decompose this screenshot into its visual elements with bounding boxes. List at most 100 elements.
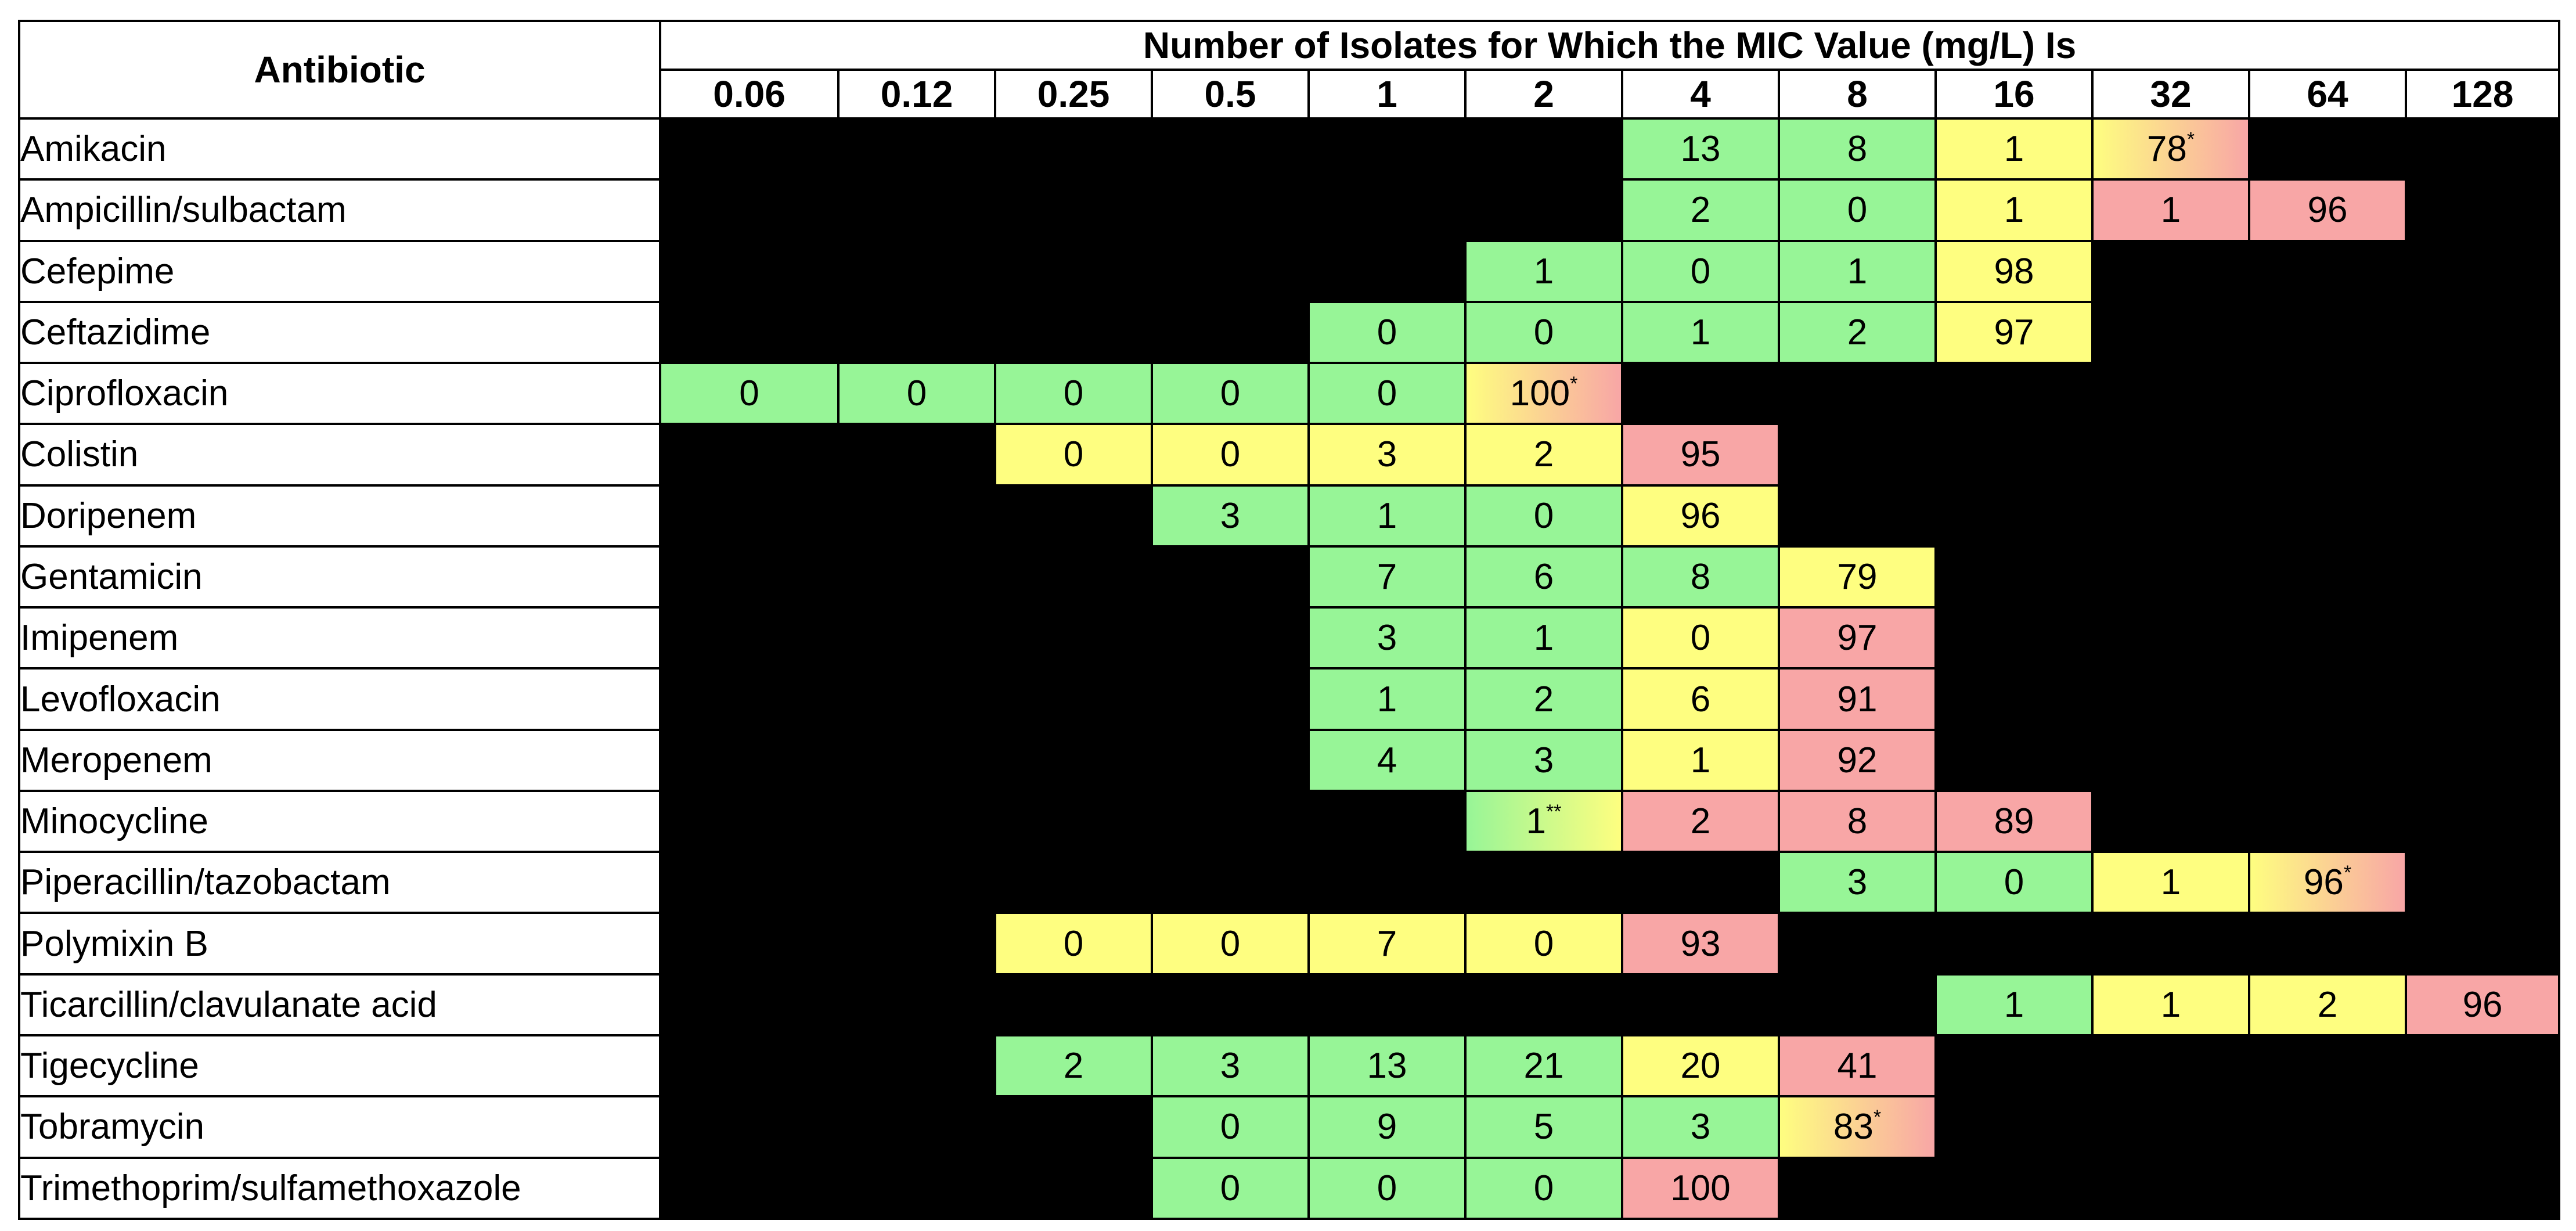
empty-cell <box>2404 484 2561 548</box>
empty-cell <box>994 1156 1153 1221</box>
empty-cell <box>2248 362 2407 426</box>
isolate-count-cell: 78* <box>2091 117 2250 181</box>
empty-cell <box>659 117 840 181</box>
empty-cell <box>2404 789 2561 854</box>
isolate-count-cell: 2 <box>2248 973 2407 1036</box>
isolate-count-cell: 97 <box>1934 300 2094 365</box>
isolate-count-cell: 0 <box>1151 423 1310 487</box>
empty-cell <box>994 973 1153 1036</box>
empty-cell <box>994 606 1153 670</box>
isolate-count: 8 <box>1690 556 1711 597</box>
empty-cell <box>2248 606 2407 670</box>
isolate-count: 6 <box>1533 556 1554 597</box>
isolate-count: 1 <box>2004 984 2024 1025</box>
footnote-marker: * <box>2343 862 2352 884</box>
isolate-count-cell: 1 <box>1307 484 1467 548</box>
empty-cell <box>837 484 996 548</box>
isolate-count: 1 <box>1377 679 1397 719</box>
isolate-count: 0 <box>2004 862 2024 903</box>
antibiotic-name: Piperacillin/tazobactam <box>18 851 661 915</box>
table-row: Ampicillin/sulbactam 2 0 1 1 96 <box>18 178 2561 242</box>
isolate-count-cell: 96 <box>1621 484 1780 548</box>
empty-cell <box>837 851 996 915</box>
empty-cell <box>837 545 996 609</box>
empty-cell <box>1778 423 1937 487</box>
empty-cell <box>1307 178 1467 242</box>
isolate-count: 20 <box>1680 1046 1721 1086</box>
isolate-count-cell: 0 <box>1464 300 1623 365</box>
antibiotic-name: Meropenem <box>18 728 661 792</box>
table-row: Gentamicin 7 6 8 79 <box>18 545 2561 609</box>
empty-cell <box>1621 851 1780 915</box>
empty-cell <box>994 1095 1153 1159</box>
isolate-count: 0 <box>1377 312 1397 352</box>
empty-cell <box>2091 606 2250 670</box>
isolate-count: 8 <box>1847 129 1868 170</box>
antibiotic-name: Tobramycin <box>18 1095 661 1159</box>
empty-cell <box>2091 728 2250 792</box>
empty-cell <box>2091 545 2250 609</box>
empty-cell <box>1464 973 1623 1036</box>
isolate-count: 2 <box>1533 434 1554 475</box>
isolate-count-cell: 0 <box>1934 851 2094 915</box>
mic-concentration-header: 0.5 <box>1151 69 1310 120</box>
isolate-count: 89 <box>1994 801 2034 842</box>
isolate-count: 2 <box>2317 984 2338 1025</box>
isolate-count: 0 <box>1220 1107 1241 1147</box>
isolate-count-cell: 2 <box>1621 178 1780 242</box>
isolate-count: 2 <box>1690 190 1711 231</box>
antibiotic-name: Ceftazidime <box>18 300 661 365</box>
empty-cell <box>659 300 840 365</box>
table-row: Imipenem 3 1 0 97 <box>18 606 2561 670</box>
isolate-count-cell: 3 <box>1151 1034 1310 1098</box>
isolate-count: 5 <box>1533 1107 1554 1147</box>
isolate-count-cell: 100* <box>1464 362 1623 426</box>
empty-cell <box>1151 728 1310 792</box>
empty-cell <box>2248 117 2407 181</box>
mic-concentration-header: 0.06 <box>659 69 840 120</box>
empty-cell <box>1934 484 2094 548</box>
empty-cell <box>2404 300 2561 365</box>
empty-cell <box>1151 117 1310 181</box>
isolate-count-cell: 2 <box>1778 300 1937 365</box>
isolate-count-cell: 1 <box>2091 178 2250 242</box>
empty-cell <box>2404 1034 2561 1098</box>
isolate-count-cell: 0 <box>659 362 840 426</box>
empty-cell <box>2091 239 2250 303</box>
mic-concentration-header: 0.25 <box>994 69 1153 120</box>
empty-cell <box>2091 484 2250 548</box>
empty-cell <box>1778 912 1937 976</box>
mic-distribution-table: Antibiotic Number of Isolates for Which … <box>18 20 2561 1221</box>
isolate-count: 0 <box>1063 373 1084 414</box>
antibiotic-column-header: Antibiotic <box>18 20 661 120</box>
empty-cell <box>2091 1034 2250 1098</box>
empty-cell <box>659 606 840 670</box>
isolate-count: 1 <box>2004 129 2024 170</box>
isolate-count: 0 <box>1220 373 1241 414</box>
isolate-count: 2 <box>1533 679 1554 719</box>
isolate-count: 3 <box>1220 1046 1241 1086</box>
isolate-count: 1 <box>2004 190 2024 231</box>
isolate-count: 92 <box>1837 740 1878 780</box>
antibiotic-name: Ampicillin/sulbactam <box>18 178 661 242</box>
isolate-count-cell: 13 <box>1307 1034 1467 1098</box>
isolate-count: 4 <box>1377 740 1397 780</box>
isolate-count-cell: 3 <box>1464 728 1623 792</box>
antibiotic-name: Cefepime <box>18 239 661 303</box>
empty-cell <box>837 300 996 365</box>
isolate-count: 95 <box>1680 434 1721 475</box>
empty-cell <box>1934 728 2094 792</box>
concentration-header-row: 0.06 0.12 0.25 0.5 1 2 4 8 16 32 64 128 <box>19 69 2561 120</box>
isolate-count-cell: 3 <box>1621 1095 1780 1159</box>
empty-cell <box>1151 789 1310 854</box>
isolate-count-cell: 1 <box>1621 300 1780 365</box>
isolate-count-cell: 8 <box>1778 789 1937 854</box>
empty-cell <box>1778 484 1937 548</box>
empty-cell <box>1934 362 2094 426</box>
empty-cell <box>994 789 1153 854</box>
isolate-count-cell: 1 <box>1778 239 1937 303</box>
empty-cell <box>659 484 840 548</box>
empty-cell <box>2091 1095 2250 1159</box>
empty-cell <box>1307 117 1467 181</box>
table-row: Ticarcillin/clavulanate acid 1 1 2 96 <box>18 973 2561 1036</box>
